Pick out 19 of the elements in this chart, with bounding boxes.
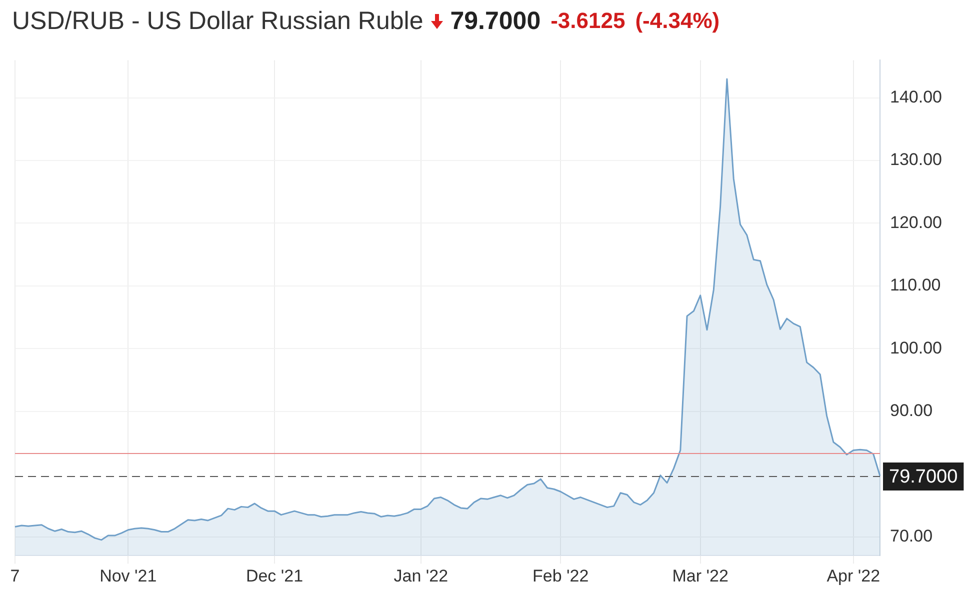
x-tick-label: Jan '22 (394, 566, 448, 586)
y-tick-label: 130.00 (890, 150, 942, 170)
chart-title: USD/RUB - US Dollar Russian Ruble (12, 6, 424, 36)
y-tick-label: 70.00 (890, 526, 933, 546)
y-tick-label: 90.00 (890, 401, 933, 420)
y-tick-label: 120.00 (890, 212, 942, 232)
x-tick-label: 7 (10, 566, 20, 586)
y-tick-label: 110.00 (890, 276, 941, 295)
text: -3.6125 (550, 8, 626, 34)
y-tick-label: 140.00 (890, 88, 942, 107)
y-tick-label: 100.00 (890, 338, 942, 358)
x-tick-label: Apr '22 (826, 566, 880, 586)
text: (-4.34%) (635, 8, 720, 34)
text: 79.7000 (450, 6, 541, 36)
x-tick-label: Nov '21 (100, 566, 157, 586)
x-tick-label: Mar '22 (672, 566, 728, 586)
x-tick-label: Feb '22 (532, 566, 589, 586)
x-tick-label: Dec '21 (246, 566, 304, 586)
ref-line-label: 79.7000 (889, 466, 958, 488)
